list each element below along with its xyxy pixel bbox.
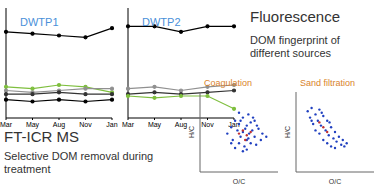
html-text:Coagulation: Coagulation (204, 78, 252, 88)
svg-text:May: May (26, 121, 40, 129)
svg-text:H/C: H/C (284, 126, 291, 138)
svg-text:Nov: Nov (201, 121, 214, 128)
html-text:Selective DOM removal during t: Selective DOM removal during treatment (4, 150, 154, 175)
html-text:DWTP1: DWTP1 (20, 16, 59, 28)
html-text:FT-ICR MS: FT-ICR MS (4, 128, 79, 145)
svg-text:H/C: H/C (188, 126, 195, 138)
svg-text:Nov: Nov (79, 121, 92, 128)
svg-text:Jan: Jan (106, 121, 117, 128)
svg-text:Jan: Jan (228, 121, 239, 128)
svg-text:O/C: O/C (329, 178, 341, 185)
svg-text:Aug: Aug (175, 121, 188, 129)
html-text:Fluorescence: Fluorescence (250, 8, 340, 25)
svg-text:Aug: Aug (53, 121, 66, 129)
svg-text:Mar: Mar (122, 121, 135, 128)
svg-text:Mar: Mar (8, 121, 13, 128)
svg-text:O/C: O/C (233, 178, 245, 185)
svg-text:May: May (148, 121, 162, 129)
html-text:DOM fingerprint of different s: DOM fingerprint of different sources (250, 34, 340, 59)
html-text:Sand filtration: Sand filtration (300, 78, 355, 88)
html-text:DWTP2: DWTP2 (142, 16, 181, 28)
